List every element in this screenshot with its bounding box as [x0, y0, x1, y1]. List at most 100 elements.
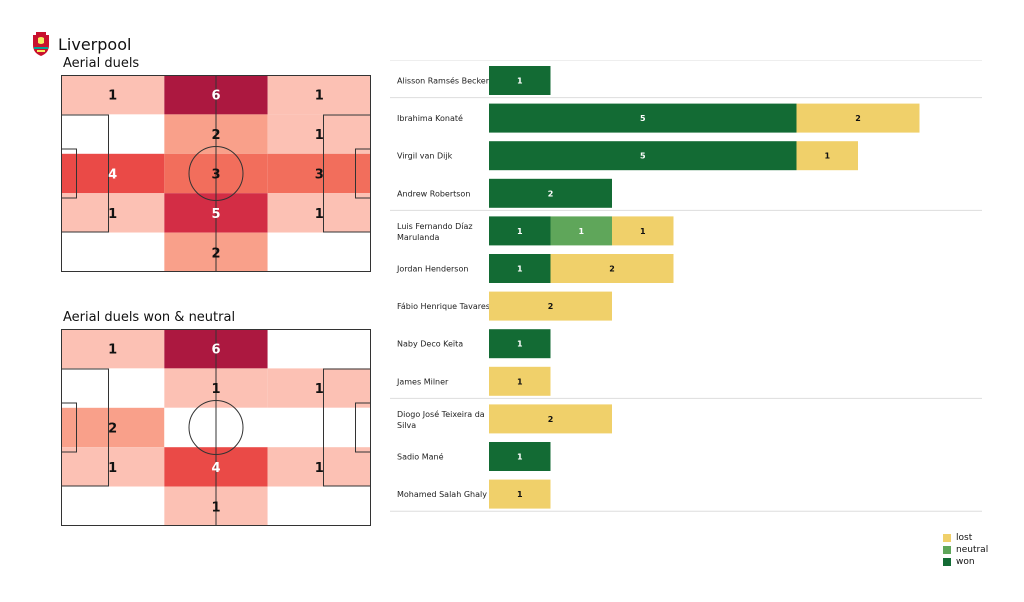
heatmap-cell: [267, 329, 371, 369]
legend-item-won: won: [943, 556, 988, 568]
bar-value-label: 2: [855, 114, 861, 123]
bar-segment-won: [489, 329, 551, 359]
heatmap-cell-value: 1: [315, 382, 324, 397]
bar-segment-won: [489, 178, 612, 208]
heatmap-cell-value: 1: [108, 461, 117, 476]
bar-value-label: 2: [548, 189, 554, 198]
heatmap-cell-value: 4: [211, 461, 220, 476]
player-name-label: Diogo José Teixeira da: [397, 409, 485, 419]
bar-value-label: 1: [517, 453, 523, 462]
heatmap-cell: [61, 368, 165, 408]
bar-segment-won: [489, 103, 797, 133]
right-goal-box: [355, 148, 371, 199]
heatmap-cell: [267, 114, 371, 154]
bar-segment-lost: [489, 291, 612, 321]
bar-segment-lost: [796, 141, 858, 171]
bar-segment-neutral: [550, 216, 612, 246]
heatmap-cell-value: 3: [315, 168, 324, 183]
heatmap-cell-value: 1: [315, 461, 324, 476]
heatmap-cell: [267, 193, 371, 233]
legend-swatch-lost: [943, 534, 951, 542]
legend-item-neutral: neutral: [943, 544, 988, 556]
player-name-label: Virgil van Dijk: [397, 152, 453, 161]
bar-value-label: 2: [548, 415, 554, 424]
bar-value-label: 1: [517, 265, 523, 274]
bar-value-label: 5: [640, 152, 646, 161]
heatmap-cell: [61, 75, 165, 115]
heatmap-pitch-aerial-duels: 1 6 1 2 1 4 3 3 1 5 1 2: [61, 75, 371, 272]
bar-segment-won: [489, 216, 551, 246]
heatmap-cell-value: 3: [211, 168, 220, 183]
heatmap-cell-value: 1: [108, 207, 117, 222]
bar-value-label: 1: [578, 227, 584, 236]
team-header: Liverpool: [30, 30, 131, 58]
bar-value-label: 1: [824, 152, 830, 161]
heatmap-cell: [61, 486, 165, 526]
player-name-label: Sadio Mané: [397, 452, 444, 462]
player-name-label: James Milner: [396, 377, 449, 386]
bar-segment-won: [489, 141, 797, 171]
player-name-label: Marulanda: [397, 233, 439, 242]
heatmap-cell-value: 1: [108, 343, 117, 358]
bar-segment-lost: [550, 254, 674, 283]
heatmap-cell: [267, 75, 371, 115]
heatmap-cell: [267, 486, 371, 526]
heatmap-cell: [61, 447, 165, 487]
legend-item-lost: lost: [943, 532, 988, 544]
bar-segment-won: [489, 442, 551, 471]
legend-label-neutral: neutral: [956, 545, 989, 555]
heatmap-cell-value: 1: [108, 89, 117, 104]
heatmap-cell: [61, 193, 165, 233]
bar-value-label: 1: [517, 77, 523, 86]
bar-value-label: 2: [548, 302, 554, 311]
bar-segment-won: [489, 66, 551, 95]
left-goal-box: [61, 402, 77, 453]
heatmap-cell-value: 1: [211, 500, 220, 515]
bar-segment-lost: [796, 103, 920, 133]
heatmap-cell: [61, 329, 165, 369]
heatmap-cell: [61, 114, 165, 154]
center-circle: [188, 146, 244, 201]
right-goal-box: [355, 402, 371, 453]
player-aerial-duels-bar-chart: Alisson Ramsés Becker 1 Ibrahima Konaté 5 2 V…: [390, 60, 982, 512]
player-name-label: Jordan Henderson: [396, 265, 468, 274]
bar-segment-lost: [489, 479, 551, 509]
center-circle: [188, 400, 244, 455]
bar-segment-lost: [612, 216, 674, 246]
heatmap-cell: [267, 153, 371, 194]
bar-value-label: 1: [517, 227, 523, 236]
player-name-label: Silva: [397, 421, 416, 430]
bar-value-label: 1: [517, 377, 523, 386]
legend-swatch-neutral: [943, 546, 951, 554]
team-name: Liverpool: [58, 34, 132, 54]
heatmap-cell: [267, 407, 371, 448]
bar-value-label: 1: [517, 340, 523, 349]
legend-label-lost: lost: [956, 533, 973, 543]
heatmap-cell: [267, 368, 371, 408]
heatmap-cell-value: 2: [211, 246, 220, 261]
heatmap-cell: [61, 407, 165, 448]
heatmap-cell-value: 5: [211, 207, 220, 222]
heatmap-pitch-won-neutral: 1 61 121 4 11: [61, 329, 371, 526]
player-name-label: Ibrahima Konaté: [397, 113, 463, 123]
player-name-label: Luis Fernando Díaz: [397, 222, 473, 231]
heatmap-cell-value: 1: [315, 89, 324, 104]
liverpool-crest-icon: [33, 32, 49, 56]
bar-value-label: 2: [609, 265, 615, 274]
heatmap-cell-value: 4: [108, 168, 117, 183]
heatmap-cell: [267, 447, 371, 487]
player-name-label: Fábio Henrique Tavares: [397, 302, 490, 311]
pitch-title-aerial-duels: Aerial duels: [63, 56, 140, 71]
heatmap-cell-value: 2: [211, 128, 220, 143]
left-goal-box: [61, 148, 77, 199]
heatmap-cell-value: 1: [211, 382, 220, 397]
legend-label-won: won: [956, 557, 975, 567]
bar-value-label: 1: [517, 490, 523, 499]
heatmap-cell-value: 6: [211, 89, 220, 104]
heatmap-cell: [61, 153, 165, 194]
heatmap-cell-value: 1: [315, 128, 324, 143]
player-name-label: Naby Deco Keïta: [397, 340, 463, 349]
player-name-label: Andrew Robertson: [397, 189, 470, 198]
bar-value-label: 5: [640, 114, 646, 123]
pitch-title-aerial-duels-won-neutral: Aerial duels won & neutral: [63, 310, 236, 325]
